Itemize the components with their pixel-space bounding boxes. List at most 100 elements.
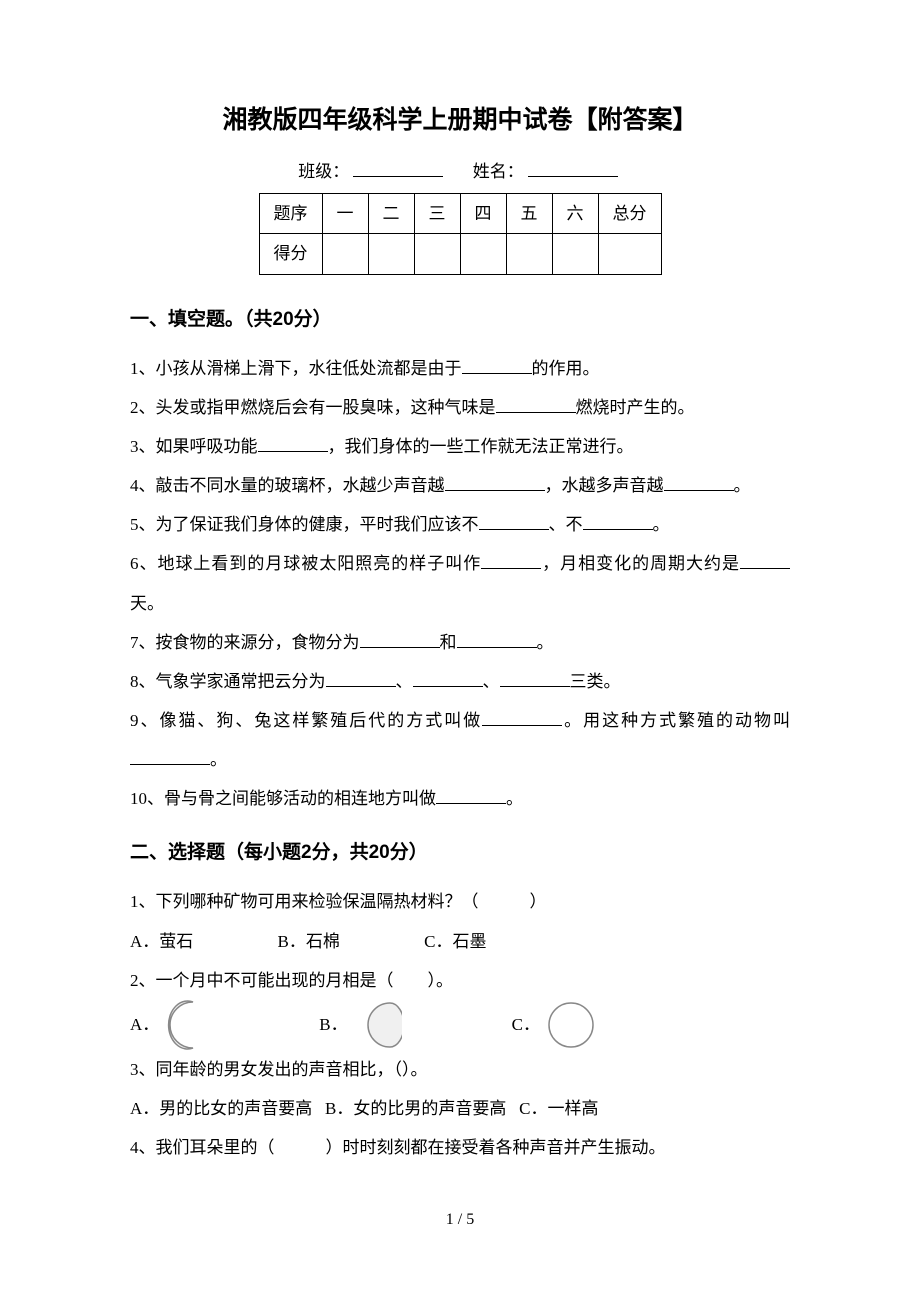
- blank: [360, 632, 440, 648]
- s2-q3-options: A．男的比女的声音要高 B．女的比男的声音要高 C．一样高: [130, 1089, 790, 1128]
- section2-header: 二、选择题（每小题2分，共20分）: [130, 838, 790, 868]
- class-label: 班级：: [298, 162, 349, 181]
- s1-q9: 9、像猫、狗、兔这样繁殖后代的方式叫做 。用这种方式繁殖的动物叫。: [130, 701, 790, 779]
- score-cell: [368, 234, 414, 274]
- section1-header: 一、填空题。（共20分）: [130, 305, 790, 335]
- q-text: 。: [210, 750, 227, 769]
- q-text: ，月相变化的周期大约是: [541, 554, 740, 573]
- score-cell: [552, 234, 598, 274]
- s1-q10: 10、骨与骨之间能够活动的相连地方叫做 。: [130, 779, 790, 818]
- option-b: B．女的比男的声音要高: [325, 1099, 506, 1118]
- header-cell: 总分: [598, 194, 661, 234]
- s1-q1: 1、小孩从滑梯上滑下，水往低处流都是由于 的作用。: [130, 349, 790, 388]
- full-moon-icon: [546, 1000, 596, 1050]
- s1-q3: 3、如果呼吸功能 ，我们身体的一些工作就无法正常进行。: [130, 427, 790, 466]
- option-label: B．: [319, 1005, 347, 1044]
- q-text: 2、头发或指甲燃烧后会有一股臭味，这种气味是: [130, 398, 496, 417]
- blank: [130, 749, 210, 765]
- blank: [500, 671, 570, 687]
- crescent-moon-icon: [165, 1000, 209, 1050]
- blank: [481, 553, 541, 569]
- q-text: 。用这种方式繁殖的动物叫: [562, 711, 790, 730]
- q-text: 。: [506, 789, 523, 808]
- blank: [740, 553, 790, 569]
- q-text: 。: [653, 515, 670, 534]
- header-cell: 四: [460, 194, 506, 234]
- class-name-row: 班级： 姓名：: [130, 158, 790, 185]
- q-text: 8、气象学家通常把云分为: [130, 672, 326, 691]
- s1-q4: 4、敲击不同水量的玻璃杯，水越少声音越 ，水越多声音越 。: [130, 466, 790, 505]
- table-row: 题序 一 二 三 四 五 六 总分: [259, 194, 661, 234]
- s2-q1: 1、下列哪种矿物可用来检验保温隔热材料？（ ）: [130, 882, 790, 921]
- score-cell: [414, 234, 460, 274]
- option-a: A．男的比女的声音要高: [130, 1099, 312, 1118]
- s1-q5: 5、为了保证我们身体的健康，平时我们应该不 、不 。: [130, 505, 790, 544]
- score-cell: [598, 234, 661, 274]
- s2-q2: 2、一个月中不可能出现的月相是（ ）。: [130, 961, 790, 1000]
- score-cell: [322, 234, 368, 274]
- q-text: 6、地球上看到的月球被太阳照亮的样子叫作: [130, 554, 481, 573]
- q-text: 。: [734, 476, 751, 495]
- q-text: ，我们身体的一些工作就无法正常进行。: [328, 437, 634, 456]
- q-text: 、: [483, 672, 500, 691]
- blank: [457, 632, 537, 648]
- q-text: 天。: [130, 594, 164, 613]
- blank: [413, 671, 483, 687]
- page-number: 1 / 5: [130, 1207, 790, 1233]
- blank: [326, 671, 396, 687]
- q-text: 9、像猫、狗、兔这样繁殖后代的方式叫做: [130, 711, 482, 730]
- q-text: 和: [440, 633, 457, 652]
- option-label: C．: [512, 1005, 540, 1044]
- score-table: 题序 一 二 三 四 五 六 总分 得分: [259, 193, 662, 274]
- q-text: 4、敲击不同水量的玻璃杯，水越少声音越: [130, 476, 445, 495]
- score-cell: [506, 234, 552, 274]
- s2-q1-options: A．萤石 B．石棉 C．石墨: [130, 922, 790, 961]
- q-text: 的作用。: [532, 359, 600, 378]
- s2-q4: 4、我们耳朵里的（ ）时时刻刻都在接受着各种声音并产生振动。: [130, 1128, 790, 1167]
- blank: [583, 514, 653, 530]
- blank: [436, 788, 506, 804]
- q-text: 3、如果呼吸功能: [130, 437, 258, 456]
- q-text: 、: [396, 672, 413, 691]
- q-text: ，水越多声音越: [545, 476, 664, 495]
- s1-q7: 7、按食物的来源分，食物分为 和 。: [130, 623, 790, 662]
- name-blank: [528, 159, 618, 177]
- s2-q3: 3、同年龄的男女发出的声音相比，（）。: [130, 1050, 790, 1089]
- q-text: 。: [537, 633, 554, 652]
- blank: [479, 514, 549, 530]
- q-text: 5、为了保证我们身体的健康，平时我们应该不: [130, 515, 479, 534]
- page-title: 湘教版四年级科学上册期中试卷【附答案】: [130, 100, 790, 140]
- blank: [664, 475, 734, 491]
- s1-q6: 6、地球上看到的月球被太阳照亮的样子叫作 ，月相变化的周期大约是天。: [130, 544, 790, 622]
- table-row: 得分: [259, 234, 661, 274]
- q-text: 三类。: [570, 672, 621, 691]
- q-text: 10、骨与骨之间能够活动的相连地方叫做: [130, 789, 436, 808]
- blank: [496, 397, 576, 413]
- s1-q8: 8、气象学家通常把云分为 、 、 三类。: [130, 662, 790, 701]
- option-a: A．萤石: [130, 922, 193, 961]
- gibbous-moon-icon: [354, 1000, 402, 1050]
- q-text: 1、小孩从滑梯上滑下，水往低处流都是由于: [130, 359, 462, 378]
- q-text: 7、按食物的来源分，食物分为: [130, 633, 360, 652]
- header-cell: 题序: [259, 194, 322, 234]
- class-blank: [353, 159, 443, 177]
- blank: [482, 710, 562, 726]
- option-c: C．: [512, 1000, 596, 1050]
- option-label: A．: [130, 1005, 159, 1044]
- option-a: A．: [130, 1000, 209, 1050]
- option-c: C．石墨: [424, 922, 486, 961]
- header-cell: 五: [506, 194, 552, 234]
- s1-q2: 2、头发或指甲燃烧后会有一股臭味，这种气味是燃烧时产生的。: [130, 388, 790, 427]
- name-label: 姓名：: [473, 162, 524, 181]
- blank: [462, 358, 532, 374]
- option-b: B．: [319, 1000, 401, 1050]
- header-cell: 一: [322, 194, 368, 234]
- score-label-cell: 得分: [259, 234, 322, 274]
- q-text: 、不: [549, 515, 583, 534]
- score-cell: [460, 234, 506, 274]
- header-cell: 三: [414, 194, 460, 234]
- blank: [258, 436, 328, 452]
- header-cell: 六: [552, 194, 598, 234]
- s2-q2-options: A． B． C．: [130, 1000, 790, 1050]
- option-c: C．一样高: [519, 1099, 598, 1118]
